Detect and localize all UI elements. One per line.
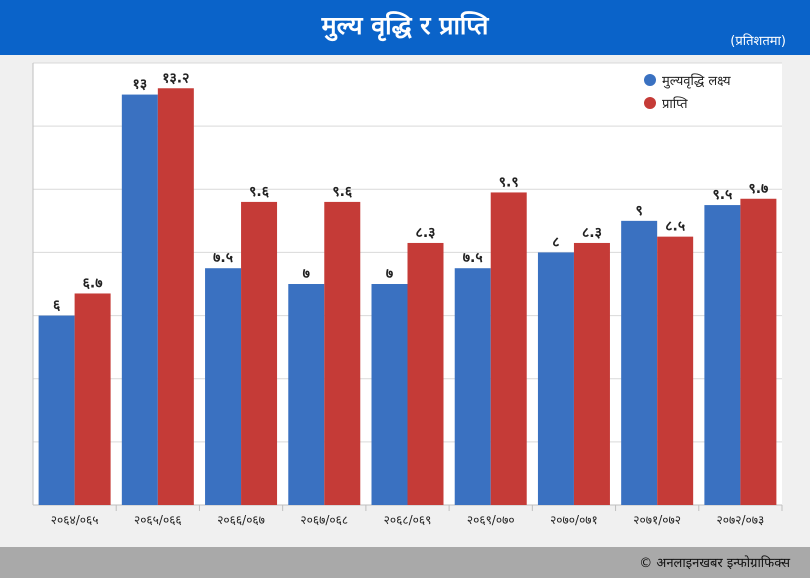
bar (621, 220, 658, 505)
footer-bar (0, 547, 810, 578)
data-label: ९.५ (712, 187, 732, 203)
bar (38, 315, 75, 505)
x-tick-label: २०७१/०७२ (633, 513, 681, 527)
data-label: ८ (552, 234, 559, 250)
data-label: ९ (636, 203, 643, 219)
x-tick-label: २०६४/०६५ (51, 513, 99, 527)
data-label: ९.७ (748, 181, 768, 197)
data-label: ६ (53, 298, 61, 314)
legend-marker (644, 97, 656, 109)
bar (241, 201, 278, 505)
unit-label: (प्रतिशतमा) (730, 34, 786, 49)
bar (371, 284, 408, 505)
data-label: ७.५ (213, 250, 233, 266)
data-label: १३.२ (162, 70, 189, 86)
data-label: ८.५ (665, 219, 685, 235)
legend-entry: मुल्यवृद्धि लक्ष्य (662, 73, 731, 89)
bar (740, 198, 777, 505)
bar (407, 242, 444, 505)
legend-marker (644, 74, 656, 86)
x-tick-label: २०६६/०६७ (217, 513, 265, 527)
bar (74, 293, 111, 505)
data-label: १३ (133, 77, 148, 93)
data-label: ८.३ (582, 225, 602, 241)
data-label: ७ (303, 266, 310, 282)
data-label: ७.५ (463, 250, 483, 266)
credit-text: © अनलाइनखबर इन्फोग्राफिक्स (639, 556, 790, 571)
x-tick-label: २०६५/०६६ (134, 513, 182, 527)
x-tick-label: २०७२/०७३ (717, 513, 765, 527)
data-label: ९.९ (499, 174, 519, 190)
data-label: ८.३ (416, 225, 436, 241)
bar (657, 236, 694, 505)
x-tick-label: २०७०/०७१ (550, 513, 598, 527)
bar (704, 205, 741, 506)
data-label: ९.६ (249, 184, 270, 200)
bar (121, 94, 158, 506)
bar (205, 268, 242, 505)
x-tick-label: २०६७/०६८ (300, 513, 348, 527)
bar (324, 201, 361, 505)
chart-title: मुल्य वृद्धि र प्राप्ति (321, 11, 489, 40)
x-tick-label: २०६८/०६९ (384, 513, 432, 527)
bar (454, 268, 491, 505)
bar (157, 88, 194, 505)
data-label: ९.६ (332, 184, 353, 200)
bar (490, 192, 527, 505)
bar (288, 284, 325, 505)
header-bar (0, 0, 810, 55)
bar (537, 252, 574, 505)
data-label: ६.७ (83, 275, 103, 291)
bar (573, 242, 610, 505)
legend-entry: प्राप्ति (662, 96, 688, 112)
data-label: ७ (386, 266, 393, 282)
x-tick-label: २०६९/०७० (467, 513, 515, 527)
